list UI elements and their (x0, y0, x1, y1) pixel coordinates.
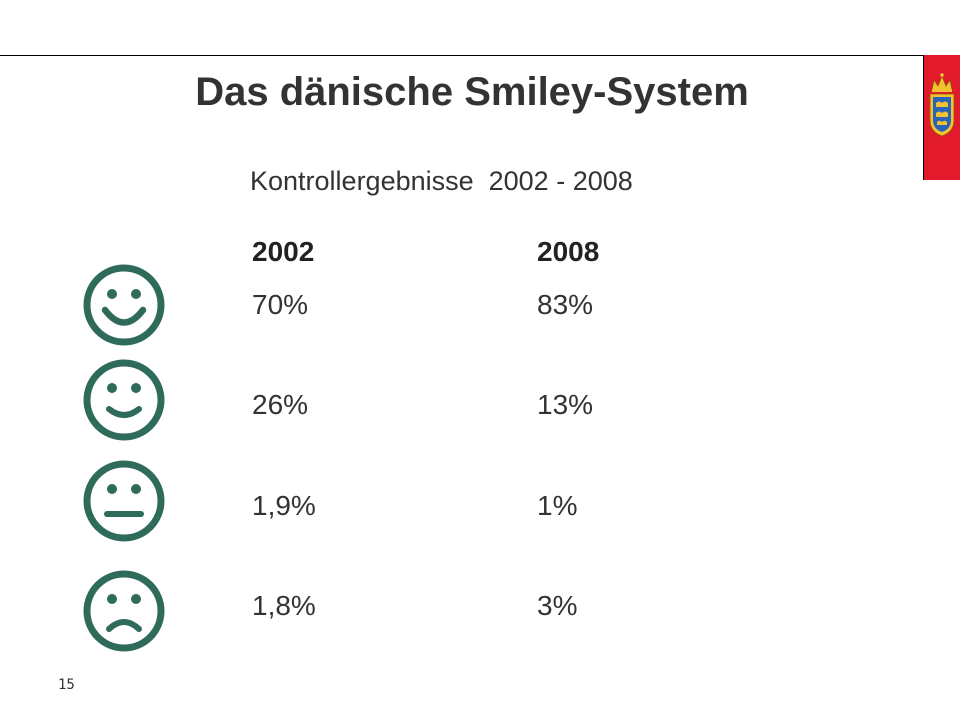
header-rule (0, 55, 924, 56)
slide-title: Das dänische Smiley-System (195, 70, 749, 114)
coat-of-arms-icon (929, 73, 955, 137)
value-2008: 13% (537, 389, 594, 420)
value-2002: 26% (252, 389, 309, 420)
slide-subtitle: Kontrollergebnisse 2002 - 2008 (250, 166, 633, 196)
smile-icon (83, 359, 165, 441)
column-header-2002: 2002 (252, 236, 315, 267)
page-number: 15 (58, 677, 75, 693)
value-2008: 83% (537, 289, 594, 320)
value-2008: 3% (537, 590, 578, 621)
header-side-rule (923, 55, 924, 180)
big-smile-icon (83, 264, 165, 346)
value-2008: 1% (537, 490, 578, 521)
value-2002: 70% (252, 289, 309, 320)
frown-icon (83, 570, 165, 652)
value-2002: 1,8% (252, 590, 316, 621)
column-header-2008: 2008 (537, 236, 600, 267)
value-2002: 1,9% (252, 490, 316, 521)
neutral-face-icon (83, 460, 165, 542)
